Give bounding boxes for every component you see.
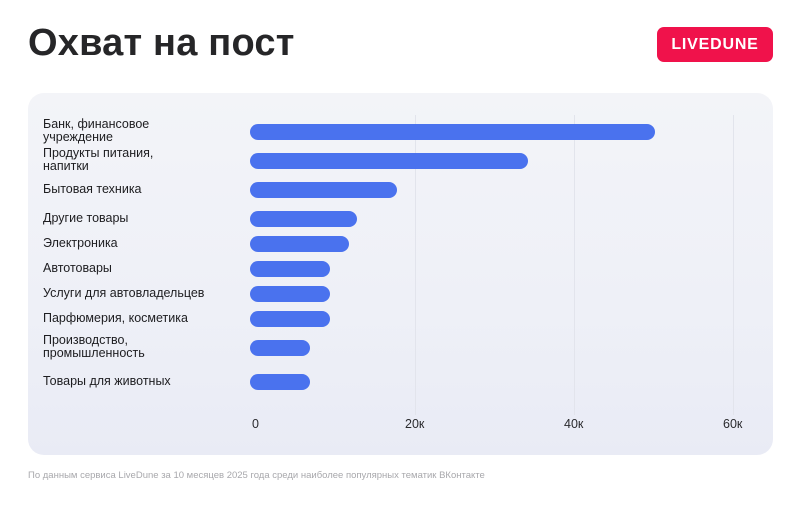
bar — [250, 124, 656, 140]
x-tick-label: 20к — [405, 417, 425, 431]
category-label: Бытовая техника — [43, 182, 142, 196]
x-tick-label: 0 — [252, 417, 259, 431]
category-label: Автотовары — [43, 261, 112, 275]
bar — [250, 286, 330, 302]
chart-card: Банк, финансовое учреждение Продукты питан… — [28, 93, 773, 455]
bar — [250, 153, 529, 169]
category-label: Товары для животных — [43, 374, 171, 388]
bar — [250, 374, 310, 390]
category-label: Производство, промышленность — [43, 333, 145, 360]
livedune-logo: LIVEDUNE — [657, 27, 773, 62]
category-label: Банк, финансовое учреждение — [43, 117, 150, 144]
bar — [250, 340, 310, 356]
gridline — [733, 115, 734, 415]
x-tick-label: 40к — [564, 417, 584, 431]
category-label: Услуги для автовладельцев — [43, 286, 205, 300]
bar — [250, 182, 398, 198]
source-footnote: По данным сервиса LiveDune за 10 месяцев… — [28, 470, 485, 481]
bar — [250, 211, 358, 227]
x-tick-label: 60к — [723, 417, 743, 431]
bar — [250, 236, 350, 252]
category-label: Другие товары — [43, 211, 129, 225]
gridline — [415, 115, 416, 415]
page-title: Охват на пост — [28, 22, 295, 64]
category-label: Парфюмерия, косметика — [43, 311, 188, 325]
bar — [250, 261, 330, 277]
bar — [250, 311, 330, 327]
category-label: Электроника — [43, 236, 118, 250]
category-label: Продукты питания, напитки — [43, 146, 154, 173]
gridline — [574, 115, 575, 415]
